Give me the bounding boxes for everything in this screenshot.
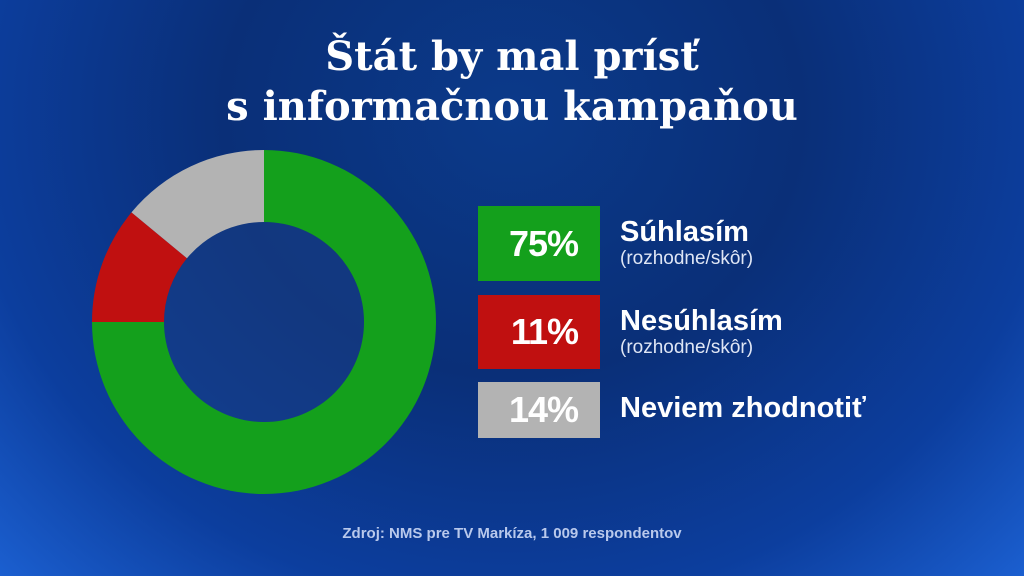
source-note: Zdroj: NMS pre TV Markíza, 1 009 respond… (342, 525, 682, 542)
donut-slice-2 (92, 212, 187, 322)
title-line: s informačnou kampaňou (226, 83, 798, 130)
legend-value-box: 75% (478, 206, 600, 281)
legend-label-sub: (rozhodne/skôr) (620, 337, 754, 358)
donut-hole (164, 222, 364, 422)
legend-label: Nesúhlasím (rozhodne/skôr) (620, 305, 783, 359)
donut-slice-1 (92, 150, 436, 494)
donut-slice-3 (131, 150, 264, 259)
legend-label: Súhlasím (rozhodne/skôr) (620, 216, 753, 270)
legend-label-main: Nesúhlasím (620, 305, 783, 337)
chart-title: Štát by mal prísť s informačnou kampaňou (0, 32, 1024, 132)
legend-value-box: 14% (478, 382, 600, 438)
legend-label-main: Súhlasím (620, 216, 749, 248)
title-line: Štát by mal prísť (325, 33, 699, 80)
legend-value-box: 11% (478, 295, 600, 369)
legend-label: Neviem zhodnotiť (620, 392, 866, 424)
legend-label-main: Neviem zhodnotiť (620, 392, 866, 424)
legend-label-sub: (rozhodne/skôr) (620, 248, 754, 269)
